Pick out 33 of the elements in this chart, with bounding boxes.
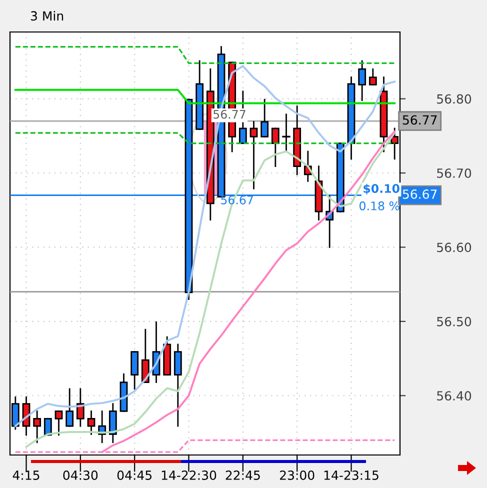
candlestick <box>66 388 74 427</box>
candlestick <box>368 68 377 86</box>
x-tick-label: 22:45 <box>226 470 260 480</box>
y-tick-label: 56.60 <box>437 242 472 252</box>
candlestick <box>130 351 139 390</box>
candlestick <box>260 98 269 138</box>
ref-line-label: 56.67 <box>402 189 437 199</box>
candlestick <box>33 410 42 444</box>
y-tick-label: 56.70 <box>437 168 472 178</box>
y-tick-label: 56.40 <box>437 391 472 401</box>
y-tick-label: 56.50 <box>437 316 472 326</box>
x-tick-label: 14-23:15 <box>324 470 378 480</box>
candlestick <box>271 128 280 168</box>
candlestick <box>174 344 182 427</box>
y-tick-label: 56.80 <box>437 94 472 104</box>
candlestick <box>282 114 290 152</box>
ref-line-label: 56.77 <box>402 115 437 125</box>
candlestick <box>250 121 258 190</box>
candlestick <box>44 418 52 436</box>
candlestick <box>358 60 366 101</box>
annotation: 56.77 <box>213 110 246 119</box>
x-tick-label: 23:00 <box>280 470 314 480</box>
candlestick <box>76 388 84 427</box>
annotation: $0.10 <box>364 184 400 195</box>
x-tick-label: 14-22:30 <box>162 470 216 480</box>
candlestick <box>108 403 117 444</box>
candlestick <box>54 410 63 436</box>
candlestick <box>87 410 96 435</box>
x-tick-label: 4:15 <box>12 470 40 480</box>
x-tick-label: 04:45 <box>117 470 152 480</box>
annotation: 0.18 % <box>360 201 400 210</box>
chart-title: 3 Min <box>30 10 64 21</box>
x-tick-label: 04:30 <box>63 470 98 480</box>
